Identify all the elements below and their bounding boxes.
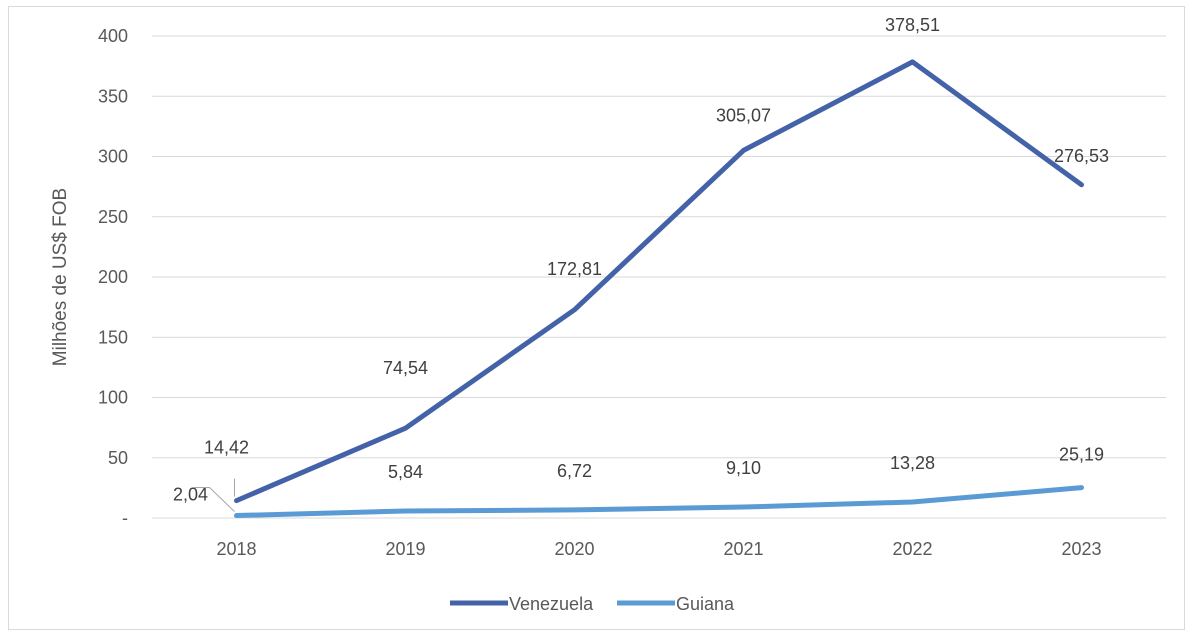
- x-axis-ticks: 2018 2019 2020 2021 2022 2023: [216, 539, 1101, 559]
- gridlines: [152, 35, 1166, 519]
- data-label-guiana: 2,04: [173, 485, 208, 505]
- data-label-venezuela: 305,07: [716, 105, 771, 125]
- series-line-venezuela: [234, 59, 1084, 504]
- data-label-venezuela: 14,42: [204, 438, 249, 458]
- data-label-guiana: 13,28: [890, 453, 935, 473]
- data-label-guiana: 25,19: [1059, 445, 1104, 465]
- y-tick-label: 200: [98, 267, 128, 287]
- leader-line: [193, 487, 235, 512]
- x-tick-label: 2018: [216, 539, 256, 559]
- data-label-guiana: 5,84: [388, 462, 423, 482]
- series-line-guiana: [234, 485, 1084, 519]
- legend: Venezuela Guiana: [450, 594, 735, 614]
- legend-label-guiana: Guiana: [676, 594, 735, 614]
- x-tick-label: 2021: [723, 539, 763, 559]
- y-tick-label: 250: [98, 207, 128, 227]
- y-tick-label: 150: [98, 327, 128, 347]
- data-label-venezuela: 172,81: [547, 259, 602, 279]
- y-tick-label: 350: [98, 86, 128, 106]
- y-tick-label: 300: [98, 147, 128, 167]
- y-tick-label: 50: [108, 448, 128, 468]
- data-label-venezuela: 74,54: [383, 358, 428, 378]
- legend-label-venezuela: Venezuela: [509, 594, 594, 614]
- chart-frame: [8, 6, 1185, 630]
- x-tick-label: 2019: [385, 539, 425, 559]
- y-tick-label: 400: [98, 26, 128, 46]
- data-label-venezuela: 378,51: [885, 15, 940, 35]
- y-axis-title: Milhões de US$ FOB: [50, 188, 71, 366]
- y-tick-label: 100: [98, 388, 128, 408]
- x-tick-label: 2020: [554, 539, 594, 559]
- data-label-venezuela: 276,53: [1054, 146, 1109, 166]
- series-lines: [234, 59, 1084, 519]
- x-tick-label: 2023: [1061, 539, 1101, 559]
- data-labels: 14,42 74,54 172,81 305,07 378,51 276,53 2,04 5,…: [173, 15, 1109, 512]
- data-label-guiana: 6,72: [557, 461, 592, 481]
- y-axis-ticks: - 50 100 150 200 250 300 350 400: [98, 26, 128, 528]
- data-label-guiana: 9,10: [726, 458, 761, 478]
- y-tick-label: -: [122, 508, 128, 528]
- x-tick-label: 2022: [892, 539, 932, 559]
